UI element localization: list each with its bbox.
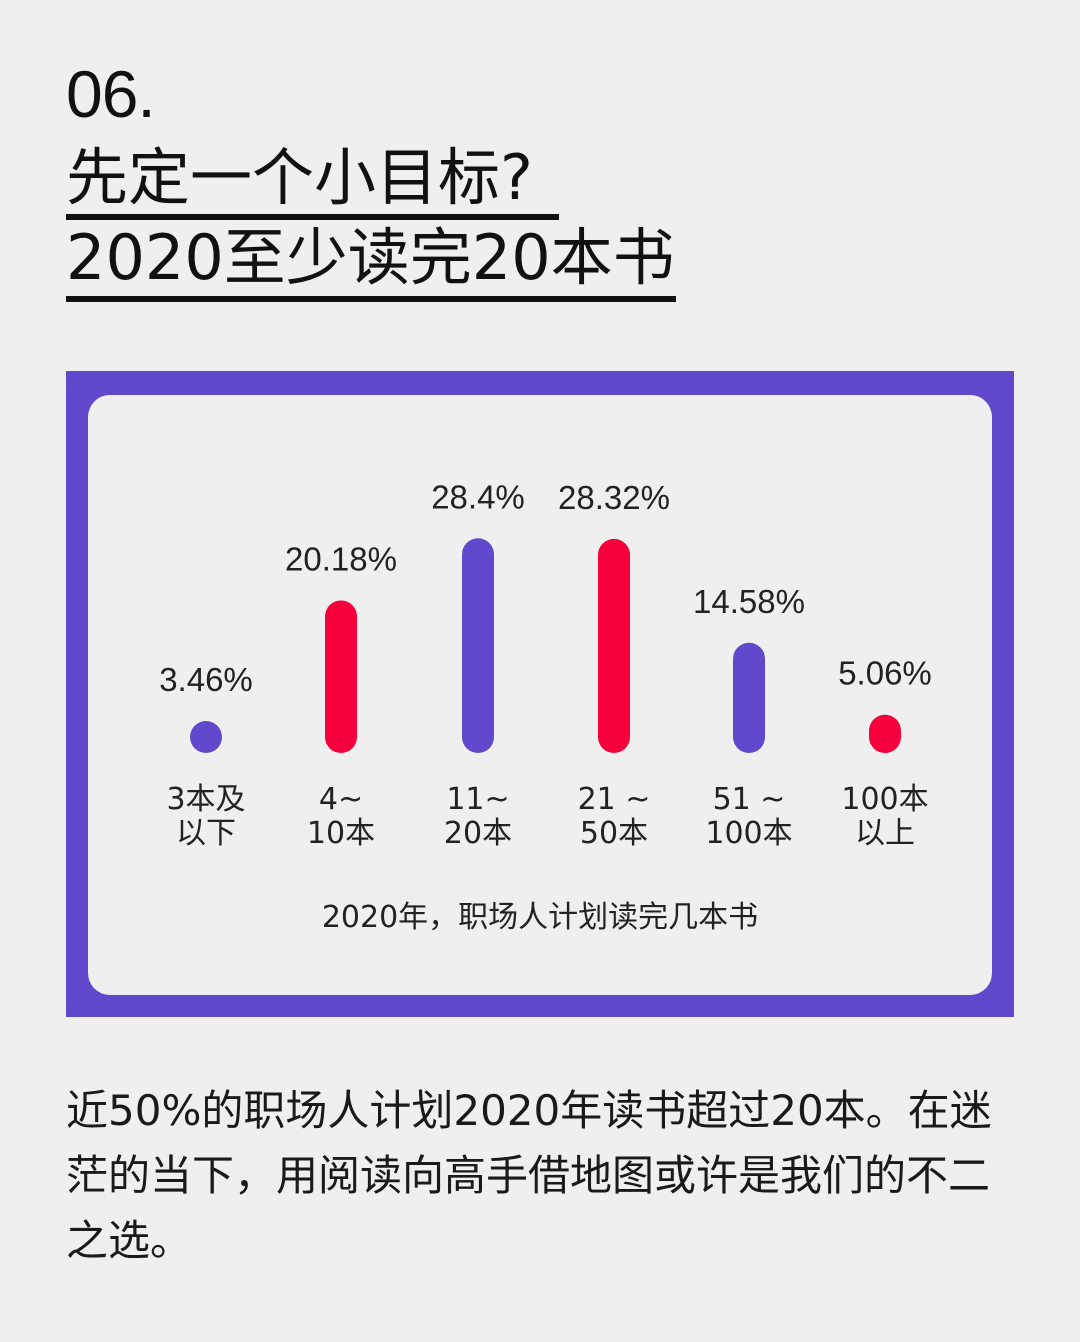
value-label-4: 28.32% [558,479,670,516]
section-number: 06. [66,57,156,131]
category-label-6-line-1: 100本 [841,782,928,817]
category-label-6-line-2: 以上 [855,816,915,851]
body-paragraph: 近50%的职场人计划2020年读书超过20本。在迷茫的当下，用阅读向高手借地图或… [66,1086,992,1265]
category-label-2-line-2: 10本 [307,816,375,851]
title-underline-1 [66,214,559,220]
title-underline-2 [66,296,676,302]
bar-6 [869,714,901,753]
category-label-4-line-2: 50本 [580,816,648,851]
category-label-3-line-1: 11~ [446,782,509,817]
category-label-5-line-2: 100本 [705,816,792,851]
value-label-1: 3.46% [159,661,253,698]
category-label-1-line-2: 以下 [176,816,236,851]
value-label-3: 28.4% [431,478,525,515]
bar-1 [190,721,222,753]
value-label-2: 20.18% [285,540,397,577]
title-line-2: 2020至少读完20本书 [66,221,675,294]
title-line-1: 先定一个小目标? [66,141,533,214]
chart-caption: 2020年，职场人计划读完几本书 [321,900,759,935]
value-label-6: 5.06% [838,655,932,692]
category-label-1-line-1: 3本及 [166,782,245,817]
bar-3 [462,538,494,753]
bar-5 [733,642,765,753]
bar-4 [598,538,630,753]
category-label-2-line-1: 4~ [319,782,363,817]
category-label-5-line-1: 51 ~ [713,782,786,817]
value-label-5: 14.58% [693,583,805,620]
category-label-4-line-1: 21 ~ [578,782,651,817]
bar-2 [325,600,357,753]
category-label-3-line-2: 20本 [444,816,512,851]
chart-card [88,395,992,995]
